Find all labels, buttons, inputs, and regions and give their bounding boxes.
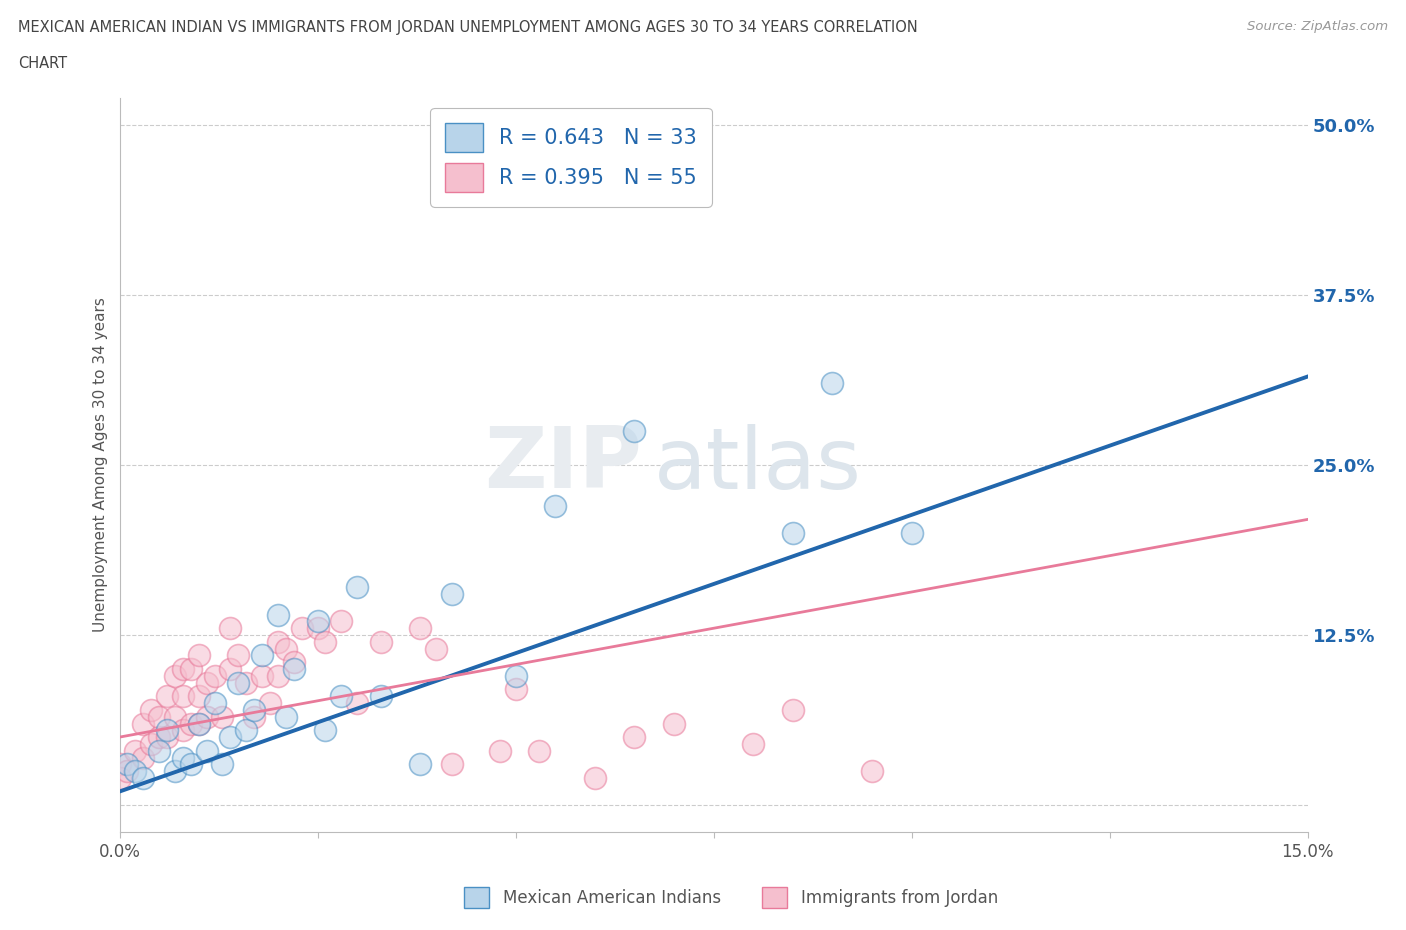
Point (250, 648, 273, 663)
Point (274, 642, 297, 657)
Point (346, 580, 368, 595)
Point (441, 757, 464, 772)
Point (132, 770, 155, 785)
Point (860, 764, 883, 778)
Point (117, 764, 139, 778)
Point (441, 587, 464, 602)
Point (219, 730, 242, 745)
Point (124, 764, 146, 778)
Point (330, 689, 353, 704)
Point (370, 634, 392, 649)
Point (108, 757, 131, 772)
Point (409, 621, 432, 636)
Point (228, 675, 250, 690)
Point (219, 621, 242, 636)
Point (172, 751, 194, 765)
Text: Source: ZipAtlas.com: Source: ZipAtlas.com (1247, 20, 1388, 33)
Point (172, 689, 194, 704)
Point (291, 621, 314, 636)
Point (235, 723, 257, 737)
Point (742, 737, 765, 751)
Point (148, 710, 170, 724)
Text: ZIP: ZIP (485, 423, 643, 507)
Point (187, 648, 209, 663)
Point (195, 743, 218, 758)
Point (314, 634, 336, 649)
Point (141, 737, 163, 751)
Point (505, 669, 527, 684)
Point (180, 661, 202, 676)
Point (180, 716, 202, 731)
Point (314, 723, 336, 737)
Point (187, 716, 209, 731)
Point (250, 669, 273, 684)
Point (425, 642, 447, 657)
Point (623, 730, 645, 745)
Point (163, 764, 186, 778)
Point (900, 525, 922, 540)
Point (187, 716, 209, 731)
Point (219, 661, 242, 676)
Point (307, 614, 329, 629)
Point (148, 743, 170, 758)
Point (488, 743, 510, 758)
Text: MEXICAN AMERICAN INDIAN VS IMMIGRANTS FROM JORDAN UNEMPLOYMENT AMONG AGES 30 TO : MEXICAN AMERICAN INDIAN VS IMMIGRANTS FR… (18, 20, 918, 35)
Point (132, 716, 155, 731)
Point (228, 648, 250, 663)
Point (172, 723, 194, 737)
Point (172, 661, 194, 676)
Point (163, 669, 186, 684)
Point (187, 689, 209, 704)
Point (505, 682, 527, 697)
Point (274, 710, 297, 724)
Point (283, 655, 305, 670)
Point (307, 621, 329, 636)
Point (267, 634, 290, 649)
Point (346, 696, 368, 711)
Point (583, 770, 606, 785)
Point (529, 743, 551, 758)
Point (243, 710, 266, 724)
Point (211, 757, 233, 772)
Text: atlas: atlas (654, 423, 862, 507)
Point (821, 376, 844, 391)
Point (163, 710, 186, 724)
Point (370, 689, 392, 704)
Point (409, 757, 432, 772)
Point (148, 730, 170, 745)
Point (235, 675, 257, 690)
Point (259, 696, 281, 711)
Point (108, 770, 131, 785)
Point (623, 423, 645, 438)
Point (782, 702, 804, 717)
Point (141, 702, 163, 717)
Point (180, 757, 202, 772)
Point (195, 675, 218, 690)
Point (330, 614, 353, 629)
Point (662, 716, 685, 731)
Point (195, 710, 218, 724)
Legend: Mexican American Indians, Immigrants from Jordan: Mexican American Indians, Immigrants fro… (457, 881, 1005, 914)
Point (156, 730, 179, 745)
Point (544, 498, 567, 513)
Point (267, 607, 290, 622)
Point (204, 669, 226, 684)
Point (124, 743, 146, 758)
Point (283, 661, 305, 676)
Point (117, 757, 139, 772)
Point (782, 525, 804, 540)
Point (132, 751, 155, 765)
Point (156, 689, 179, 704)
Point (156, 723, 179, 737)
Legend: R = 0.643   N = 33, R = 0.395   N = 55: R = 0.643 N = 33, R = 0.395 N = 55 (430, 108, 711, 206)
Y-axis label: Unemployment Among Ages 30 to 34 years: Unemployment Among Ages 30 to 34 years (93, 298, 108, 632)
Point (204, 696, 226, 711)
Point (211, 710, 233, 724)
Point (243, 702, 266, 717)
Text: CHART: CHART (18, 56, 67, 71)
Point (267, 669, 290, 684)
